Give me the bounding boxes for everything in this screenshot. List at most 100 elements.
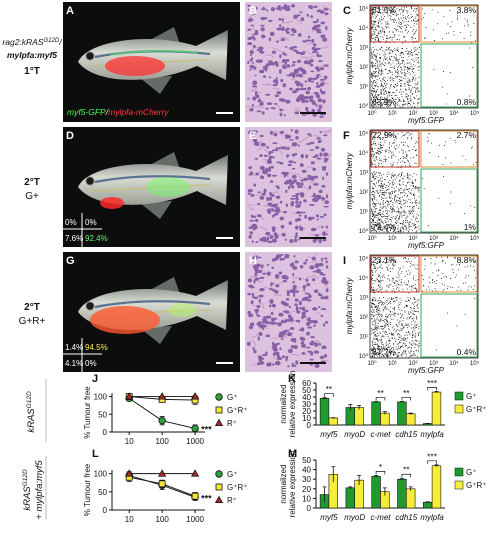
error-bar [434,464,439,467]
fish-fin [140,76,172,94]
panel-letter: A [66,5,74,17]
x-tick-label: 10³ [429,361,438,367]
significance-bracket [375,471,386,475]
x-tick-label: 10¹ [388,111,397,117]
caption-part: myf5-GFP [67,107,106,117]
bar [345,487,356,509]
quadrant-label: 1% [464,222,477,232]
x-axis-label: myf5:GFP [408,116,445,125]
fluorescence [90,306,160,334]
x-tick-label: 10⁵ [470,235,480,242]
x-tick-label: 10⁴ [449,235,459,242]
y-axis-label: mylpfa:mCherry [345,152,354,209]
x-tick-label: 10 [125,437,134,446]
y-axis-label: mylpfa:mCherry [345,27,354,84]
x-tick-label: 10 [125,515,134,524]
gate [370,255,420,293]
y-tick-label: 10⁴ [359,150,369,157]
significance-label: ** [326,384,333,394]
y-axis-label: relative expression [288,451,297,518]
marker [125,469,134,477]
side-label: kRASG12D [26,391,38,433]
significance-label: ** [403,388,410,398]
y-tick-label: 10² [359,65,368,71]
gate [370,5,420,43]
side-label-part: kRAS [26,408,37,433]
flow-frame [369,4,479,109]
y-tick-label: 10⁴ [359,25,369,32]
y-tick-label: 20 [302,485,311,494]
flow-events [371,256,477,358]
fish-stripe [94,300,211,309]
significance-label: ** [403,465,410,475]
quadrant-label: 0.8% [457,97,477,107]
overlay-value: 4.1% [65,359,83,368]
marker [158,392,167,400]
legend-label: R⁺ [227,496,237,505]
x-tick-label: myoD [344,513,365,522]
error-bar [434,391,439,393]
y-axis-label: mylpfa:mCherry [345,277,354,334]
fish [78,152,228,219]
gate [420,5,478,43]
y-tick-label: 10⁰ [359,103,369,110]
x-tick-label: 10¹ [388,236,397,242]
y-axis-label: % Tumour free [83,463,92,516]
marker [158,480,166,488]
error-bar [408,486,413,491]
y-tick-label: 10 [302,414,311,423]
y-axis-label: normalized [279,384,288,423]
y-tick-label: 10² [359,315,368,321]
fish-eye [85,176,95,186]
histology-nuclei [247,4,329,118]
x-tick-label: 10⁰ [367,110,377,117]
y-tick-label: 0 [307,421,312,430]
y-tick-label: 10 [302,494,311,503]
fish-body [78,155,228,205]
overlay-value: 0% [65,218,77,227]
row-label: G+R+ [19,316,46,327]
bar [319,398,330,426]
bar [423,501,433,509]
gate [420,130,478,168]
gate [420,168,478,233]
histology-nuclei [247,129,329,244]
y-axis-label: normalized [279,464,288,503]
legend-marker [215,470,223,478]
x-tick-label: 10³ [429,236,438,242]
x-tick-label: 10⁵ [470,360,480,367]
y-tick-label: 40 [302,466,311,475]
quadrant-label: 22.9% [372,130,397,140]
significance-label: *** [427,378,438,388]
fluorescence [100,197,124,209]
legend-label: G⁺ [227,470,237,479]
overlay-value: 1.4% [65,343,83,352]
x-tick-label: cdh15 [395,430,417,439]
fish [78,27,228,94]
x-tick-label: 10⁴ [449,360,459,367]
overlay-value: 94.5% [85,343,108,352]
side-label-sup: G12D [22,469,29,486]
y-tick-label: 10² [359,190,368,196]
overlay-value: 0% [85,359,97,368]
x-tick-label: 10¹ [388,361,397,367]
quadrant-label: 67.7% [372,347,397,357]
significance-bracket [427,460,437,464]
x-tick-label: mylpfa [420,513,444,522]
fluorescence [146,177,190,197]
x-tick-label: 10² [409,111,418,117]
bar [380,412,390,426]
y-tick-label: 10⁰ [359,228,369,235]
error-bar [357,405,362,410]
legend-label: G⁺R⁺ [227,483,247,492]
panel-letter: D [66,130,74,142]
row-label: mylpfa:myf5 [7,50,57,60]
panel-letter: G [66,255,75,267]
marker [158,469,167,477]
marker [158,416,166,425]
x-axis-label: myf5:GFP [408,366,445,375]
error-bar [374,474,379,478]
overlay-value: 7.6% [65,234,83,243]
error-bar [331,466,336,483]
